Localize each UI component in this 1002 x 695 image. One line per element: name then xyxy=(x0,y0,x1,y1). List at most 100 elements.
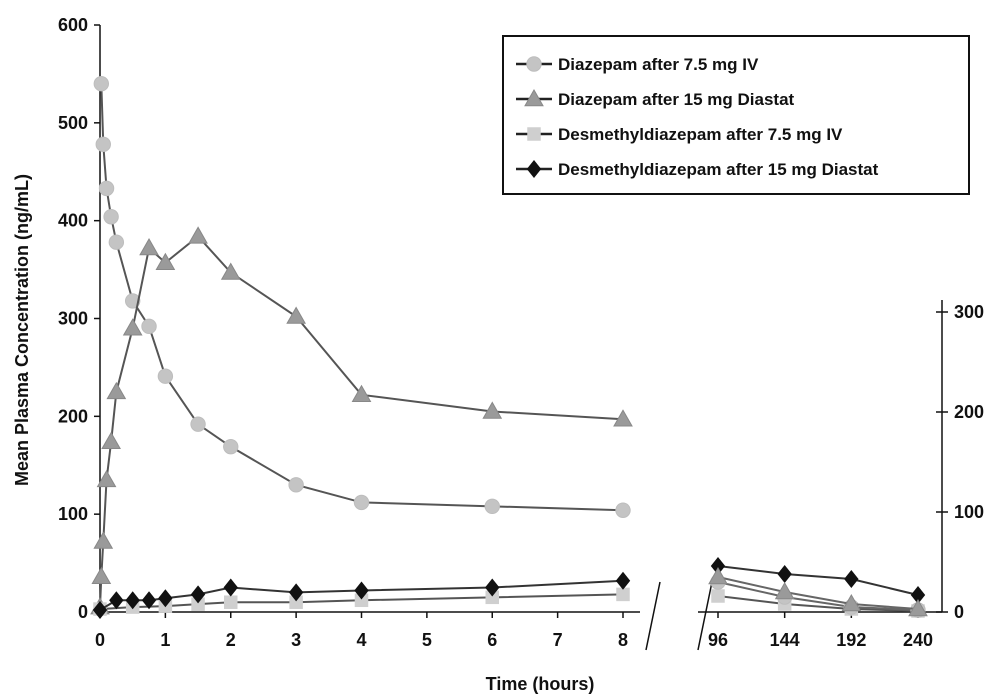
data-point-diamond xyxy=(109,591,124,610)
data-point-square xyxy=(354,593,369,608)
right-y-tick-label: 300 xyxy=(954,302,984,322)
data-point-diamond xyxy=(158,589,173,608)
y-tick-label: 200 xyxy=(58,406,88,426)
data-point-triangle xyxy=(708,566,728,585)
data-point-diamond xyxy=(141,591,157,610)
y-tick-label: 100 xyxy=(58,504,88,524)
data-point-diamond xyxy=(777,565,792,583)
legend-entry-label: Desmethyldiazepam after 15 mg Diastat xyxy=(558,160,879,179)
series-2 xyxy=(93,587,925,618)
data-point-diamond xyxy=(485,578,500,597)
data-point-triangle xyxy=(188,226,208,244)
series-1 xyxy=(90,226,633,615)
data-point-triangle xyxy=(139,238,159,256)
data-point-square xyxy=(527,127,541,141)
data-point-triangle xyxy=(91,566,112,585)
y-tick-label: 300 xyxy=(58,309,88,329)
data-point-triangle xyxy=(524,88,544,107)
data-point-circle xyxy=(124,293,141,309)
series-3 xyxy=(92,557,926,620)
data-point-circle xyxy=(190,416,206,432)
data-point-diamond xyxy=(710,557,726,575)
right-y-tick-label: 200 xyxy=(954,402,984,422)
data-point-circle xyxy=(103,209,119,225)
x-tick-label: 240 xyxy=(903,630,933,650)
x-tick-label: 144 xyxy=(770,630,800,650)
axis-break-mark xyxy=(645,581,661,651)
data-point-diamond xyxy=(615,571,631,590)
data-point-triangle xyxy=(351,384,372,403)
x-tick-label: 1 xyxy=(160,630,170,650)
legend: Diazepam after 7.5 mg IV Diazepam after 1… xyxy=(502,35,970,195)
axis-break-mark xyxy=(697,581,713,651)
series-layer xyxy=(90,76,928,620)
data-point-circle xyxy=(98,180,115,197)
data-point-square xyxy=(616,587,630,602)
data-point-triangle xyxy=(122,318,143,336)
data-point-square xyxy=(191,597,205,611)
x-tick-label: 2 xyxy=(226,630,236,650)
data-point-diamond xyxy=(844,570,859,588)
data-point-square xyxy=(224,595,238,609)
data-point-diamond xyxy=(354,581,369,600)
x-tick-label: 7 xyxy=(553,630,563,650)
x-tick-label: 0 xyxy=(95,630,105,650)
data-point-circle xyxy=(95,136,111,153)
x-tick-label: 96 xyxy=(708,630,728,650)
legend-box xyxy=(502,35,970,195)
legend-entry-label: Diazepam after 15 mg Diastat xyxy=(558,90,795,109)
x-tick-label: 5 xyxy=(422,630,432,650)
data-point-triangle xyxy=(155,252,176,270)
data-point-triangle xyxy=(908,598,928,617)
data-point-triangle xyxy=(96,469,117,488)
series-line xyxy=(717,595,919,612)
data-point-triangle xyxy=(101,431,121,450)
data-point-diamond xyxy=(92,601,108,620)
right-y-tick-label: 0 xyxy=(954,602,964,622)
data-point-diamond xyxy=(223,578,238,597)
data-point-diamond xyxy=(125,591,140,610)
data-point-diamond xyxy=(190,585,206,604)
y-tick-label: 600 xyxy=(58,15,88,35)
y-tick-label: 500 xyxy=(58,113,88,133)
series-line xyxy=(717,565,919,596)
data-point-diamond xyxy=(526,160,542,178)
data-point-square xyxy=(711,589,725,603)
data-point-triangle xyxy=(93,531,114,549)
legend-entry-label: Diazepam after 7.5 mg IV xyxy=(558,55,759,74)
data-point-circle xyxy=(223,438,239,455)
data-point-circle xyxy=(288,477,304,493)
x-tick-label: 6 xyxy=(487,630,497,650)
series-0 xyxy=(93,76,631,518)
data-point-triangle xyxy=(220,262,241,280)
data-point-triangle xyxy=(106,381,127,400)
data-point-diamond xyxy=(910,586,926,604)
y-tick-label: 0 xyxy=(78,602,88,622)
x-tick-label: 3 xyxy=(291,630,301,650)
data-point-circle xyxy=(93,76,110,92)
data-point-triangle xyxy=(841,593,862,612)
data-point-circle xyxy=(108,234,125,250)
data-point-square xyxy=(485,590,499,605)
data-point-circle xyxy=(615,502,631,518)
data-point-triangle xyxy=(482,401,503,419)
series-late-1 xyxy=(708,566,928,617)
data-point-circle xyxy=(526,56,542,72)
data-point-triangle xyxy=(286,306,306,324)
axes: 0 100 200 300 400 500 600 0 100 200 300 0 1 2 3 4 5 6 7 8 96… xyxy=(58,15,984,651)
legend-entry-label: Desmethyldiazepam after 7.5 mg IV xyxy=(558,125,843,144)
y-axis-title: Mean Plasma Concentration (ng/mL) xyxy=(12,174,32,486)
series-line xyxy=(717,581,919,611)
data-point-circle xyxy=(157,368,174,384)
data-point-circle xyxy=(353,494,370,511)
data-point-circle xyxy=(141,318,157,335)
x-axis-title: Time (hours) xyxy=(486,674,595,694)
y-tick-label: 400 xyxy=(58,211,88,231)
x-tick-label: 192 xyxy=(836,630,866,650)
x-tick-label: 4 xyxy=(356,630,366,650)
right-y-tick-label: 100 xyxy=(954,502,984,522)
data-point-triangle xyxy=(774,581,795,600)
data-point-diamond xyxy=(288,583,304,602)
series-line xyxy=(717,576,919,610)
